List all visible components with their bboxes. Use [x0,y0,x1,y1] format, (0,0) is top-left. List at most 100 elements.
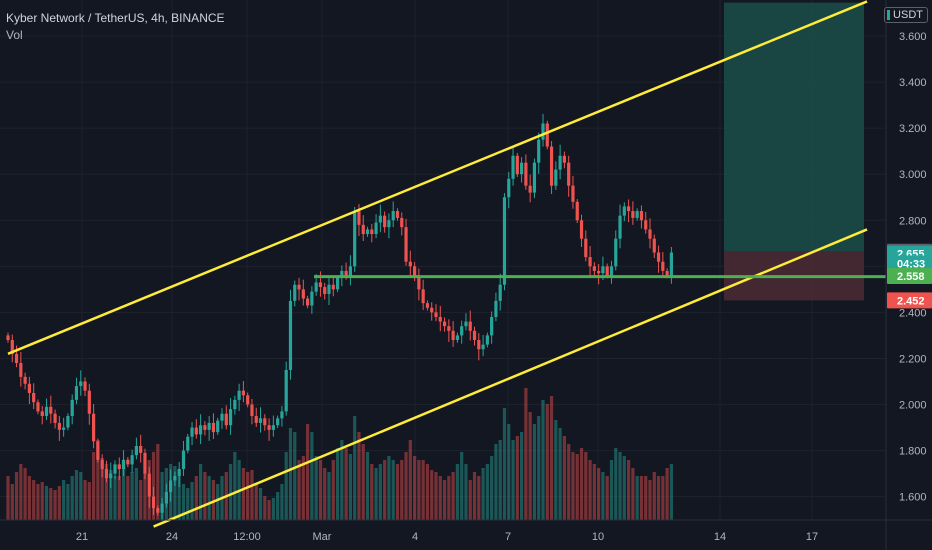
candle-body [567,162,571,186]
candle-body [494,300,498,317]
candle-body [6,335,10,341]
volume-bar [413,456,417,520]
x-tick-label: 24 [166,531,178,543]
symbol-title[interactable]: Kyber Network / TetherUS, 4h, BINANCE [6,11,225,25]
volume-bar [96,440,100,520]
volume-bar [36,484,40,520]
candle-body [652,238,656,253]
volume-bar [40,482,44,520]
candle-body [199,425,203,435]
candle-body [528,185,532,193]
candle-body [19,363,23,377]
candle-body [271,425,275,430]
price-label: 04:33 [887,255,932,272]
volume-bar [254,484,258,520]
candle-body [648,229,652,239]
channel-upper-line [7,0,868,355]
candle-body [57,422,61,430]
candle-body [353,211,357,267]
currency-label[interactable]: USDT [893,9,923,21]
candle-body [151,496,156,509]
x-tick-label: 21 [76,531,88,543]
volume-bar [665,468,669,520]
candle-body [549,146,554,186]
volume-bar [258,488,263,520]
volume-bar [464,464,468,520]
candle-body [113,464,117,474]
candle-body [121,459,126,469]
x-tick-label: 10 [592,531,604,543]
candle-body [156,508,160,513]
candle-body [387,220,391,228]
candles [6,113,673,522]
volume-bar [211,480,216,520]
candle-body [190,427,194,437]
candle-body [451,330,455,341]
candle-body [455,335,459,341]
candle-body [306,298,310,306]
candle-body [481,344,485,350]
volume-bar [314,456,318,520]
symbol-legend[interactable]: Kyber Network / TetherUS, 4h, BINANCE Vo… [6,10,225,44]
volume-bar [194,476,198,520]
volume-bar [288,428,293,520]
candle-body [579,220,584,239]
volume-bar [485,464,489,520]
candle-body [130,455,134,465]
time-axis[interactable]: 21 24 12:00 Mar 4 7 10 14 17 [0,519,932,543]
candle-body [575,201,579,221]
volume-bar [357,432,361,520]
volume-bar [228,464,233,520]
volume-bar [455,464,459,520]
volume-bar [344,448,348,520]
volume-bar [567,444,571,520]
candle-body [537,139,541,163]
candle-body [74,386,79,400]
candle-body [250,404,254,417]
price-axis[interactable]: 3.6003.4003.2003.0002.8002.6002.4002.200… [885,0,932,550]
volume-bar [57,486,61,520]
volume-bar [442,480,447,520]
candle-body [404,227,408,262]
volume-bar [378,464,382,520]
volume-bar [203,472,207,520]
volume-bar [549,396,554,520]
candle-body [117,464,121,469]
candle-body [365,229,370,235]
volume-bar [421,460,425,520]
candle-body [554,169,558,186]
volume-indicator-label[interactable]: Vol [6,28,23,42]
candle-body [408,261,412,267]
candle-body [391,211,395,221]
candle-body [669,252,673,276]
candle-body [618,215,622,239]
y-tick-label: 1.600 [899,492,927,504]
candle-body [258,418,263,423]
y-tick-label: 2.000 [899,400,927,412]
volume-bar [669,464,673,520]
trend-lines[interactable] [7,0,886,528]
volume-bar [143,472,147,520]
candle-body [340,270,344,278]
candle-body [280,411,284,419]
candle-body [490,316,494,336]
volume-bar [494,444,498,520]
volume-bar [408,440,412,520]
volume-bar [537,416,541,520]
candle-body [597,270,601,274]
volume-bar [520,432,524,520]
y-tick-label: 2.400 [899,307,927,319]
volume-bar [374,468,378,520]
candle-body [430,307,434,313]
candle-body [601,266,605,274]
volume-bar [387,456,391,520]
volume-bar [113,476,117,520]
currency-badge[interactable]: USDT [884,7,928,23]
position-zones [724,2,864,301]
volume-bar [438,476,442,520]
candle-body [96,441,100,460]
candle-body [507,178,511,198]
candle-body [498,284,502,301]
volume-bar [661,476,665,520]
